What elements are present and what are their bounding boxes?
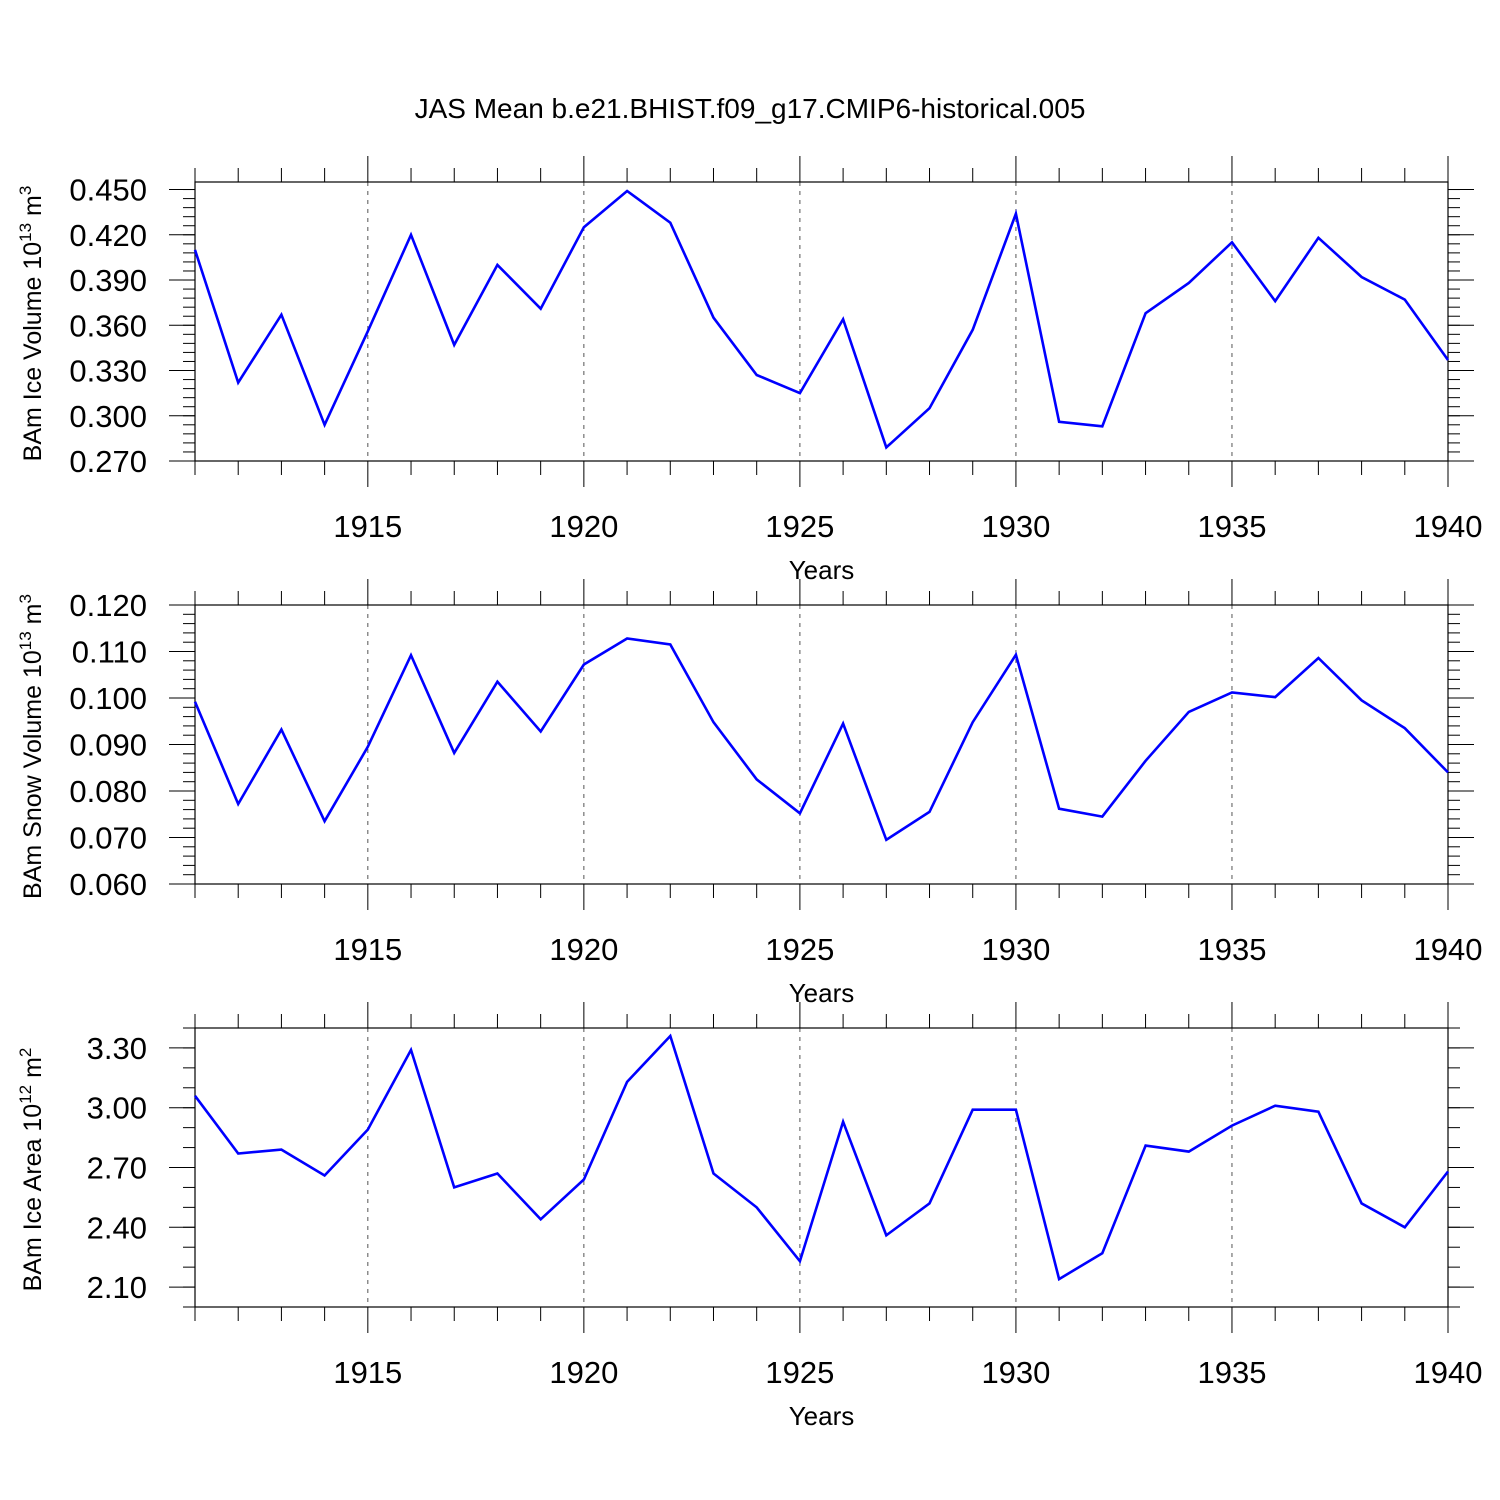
x-tick-label: 1915 bbox=[333, 509, 402, 544]
plot-frame bbox=[194, 181, 1449, 462]
x-tick-label: 1940 bbox=[1414, 509, 1483, 544]
series-line bbox=[193, 189, 1450, 450]
y-tick-label: 0.330 bbox=[69, 354, 147, 389]
x-tick-label: 1935 bbox=[1197, 509, 1266, 544]
y-axis-label: BAm Ice Volume 1013 m3 bbox=[16, 186, 47, 462]
chart-panel-1: 1915 1920 1925 1930 1935 1940 0.270 0.300 0.330 0… bbox=[16, 156, 1482, 585]
y-tick-label: 0.450 bbox=[69, 173, 147, 208]
y-tick-label: 0.090 bbox=[69, 728, 147, 763]
y-tick-label: 0.420 bbox=[69, 218, 147, 253]
x-axis-label: Years bbox=[789, 1401, 855, 1431]
y-tick-label: 3.00 bbox=[87, 1091, 147, 1126]
y-tick-label: 0.110 bbox=[72, 635, 147, 670]
plot-frame bbox=[194, 1027, 1449, 1308]
x-tick-label: 1920 bbox=[549, 1355, 618, 1390]
x-tick-label: 1915 bbox=[333, 1355, 402, 1390]
x-tick-label: 1930 bbox=[981, 932, 1050, 967]
series-line bbox=[193, 1033, 1450, 1282]
y-tick-label: 0.120 bbox=[69, 588, 147, 623]
y-tick-label: 2.70 bbox=[87, 1151, 147, 1186]
x-tick-label: 1930 bbox=[981, 1355, 1050, 1390]
y-tick-label: 0.080 bbox=[69, 774, 147, 809]
plot-frame bbox=[194, 604, 1449, 885]
chart-panel-3: 1915 1920 1925 1930 1935 1940 2.10 2.40 2.70 3.00… bbox=[16, 1002, 1482, 1431]
y-tick-label: 0.270 bbox=[69, 444, 147, 479]
y-tick-label: 0.070 bbox=[69, 821, 147, 856]
chart-panel-2: 1915 1920 1925 1930 1935 1940 0.060 0.070 0.080 0… bbox=[16, 579, 1482, 1008]
x-tick-label: 1940 bbox=[1414, 932, 1483, 967]
y-tick-label: 0.060 bbox=[69, 867, 147, 902]
x-axis-label: Years bbox=[789, 555, 855, 585]
x-tick-label: 1925 bbox=[765, 932, 834, 967]
series-line bbox=[193, 637, 1449, 842]
x-tick-label: 1915 bbox=[333, 932, 402, 967]
y-tick-label: 0.390 bbox=[69, 263, 147, 298]
x-axis-label: Years bbox=[789, 978, 855, 1008]
y-tick-label: 2.10 bbox=[87, 1270, 147, 1305]
x-tick-label: 1920 bbox=[549, 509, 618, 544]
x-tick-label: 1925 bbox=[765, 509, 834, 544]
y-tick-label: 3.30 bbox=[87, 1031, 147, 1066]
y-axis-label: BAm Snow Volume 1013 m3 bbox=[16, 594, 47, 899]
y-tick-label: 0.360 bbox=[69, 308, 147, 343]
y-tick-label: 0.100 bbox=[69, 681, 147, 716]
x-tick-label: 1935 bbox=[1197, 1355, 1266, 1390]
x-tick-label: 1930 bbox=[981, 509, 1050, 544]
x-tick-label: 1940 bbox=[1414, 1355, 1483, 1390]
x-tick-label: 1925 bbox=[765, 1355, 834, 1390]
y-tick-label: 0.300 bbox=[69, 399, 147, 434]
chart-title: JAS Mean b.e21.BHIST.f09_g17.CMIP6-histo… bbox=[415, 93, 1086, 124]
y-tick-label: 2.40 bbox=[87, 1210, 147, 1245]
y-axis-label: BAm Ice Area 1012 m2 bbox=[16, 1048, 47, 1292]
x-tick-label: 1920 bbox=[549, 932, 618, 967]
x-tick-label: 1935 bbox=[1197, 932, 1266, 967]
chart-panels: 1915 1920 1925 1930 1935 1940 0.270 0.300 0.330 0… bbox=[16, 156, 1482, 1431]
